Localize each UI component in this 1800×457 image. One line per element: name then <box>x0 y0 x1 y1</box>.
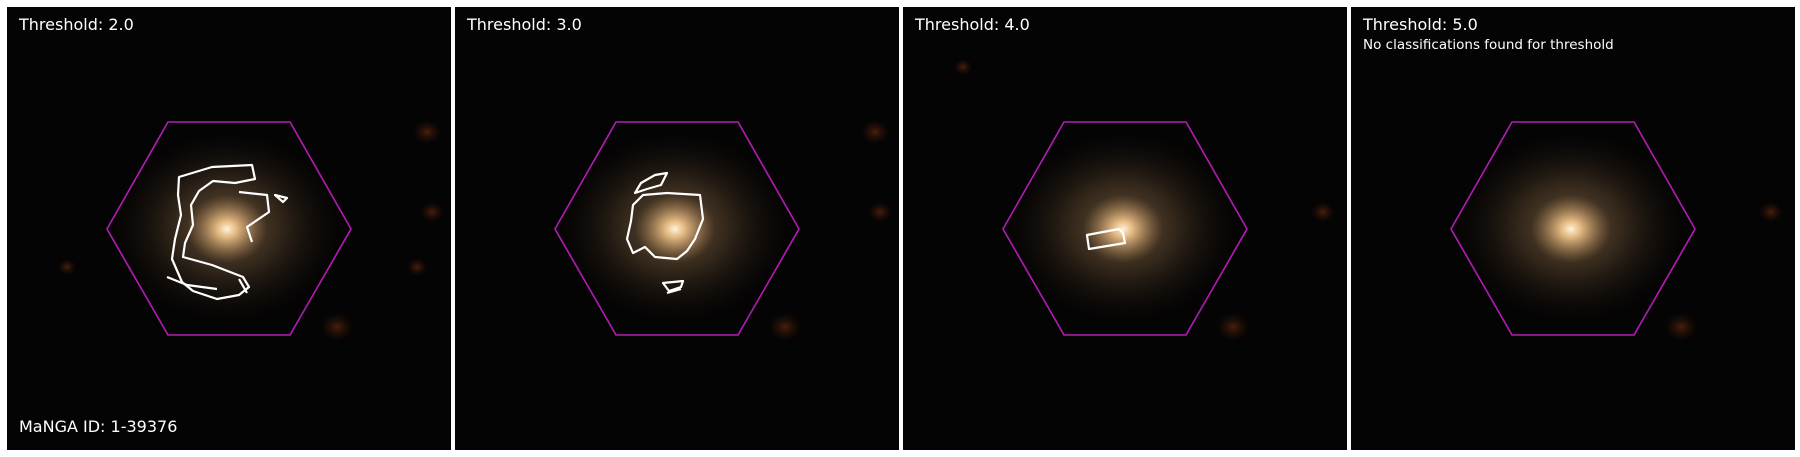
ifu-hexagon <box>106 121 352 336</box>
panel-threshold-3: Threshold: 3.0 <box>455 7 899 450</box>
threshold-label: Threshold: 4.0 <box>915 15 1030 34</box>
galaxy-image <box>903 7 1347 450</box>
classification-contour <box>1085 227 1127 251</box>
threshold-message: No classifications found for threshold <box>1363 37 1614 53</box>
ifu-hexagon <box>554 121 800 336</box>
classification-contour <box>166 163 289 301</box>
galaxy-image <box>7 7 451 450</box>
threshold-label: Threshold: 2.0 <box>19 15 134 34</box>
panel-threshold-2: Threshold: 2.0 MaNGA ID: 1-39376 <box>7 7 451 450</box>
threshold-label: Threshold: 3.0 <box>467 15 582 34</box>
classification-contour <box>625 171 705 295</box>
panel-threshold-5: Threshold: 5.0 No classifications found … <box>1351 7 1795 450</box>
galaxy-image <box>1351 7 1795 450</box>
ifu-hexagon <box>1450 121 1696 336</box>
threshold-label: Threshold: 5.0 <box>1363 15 1478 34</box>
panel-threshold-4: Threshold: 4.0 <box>903 7 1347 450</box>
manga-id-label: MaNGA ID: 1-39376 <box>19 417 178 436</box>
ifu-hexagon <box>1002 121 1248 336</box>
galaxy-image <box>455 7 899 450</box>
